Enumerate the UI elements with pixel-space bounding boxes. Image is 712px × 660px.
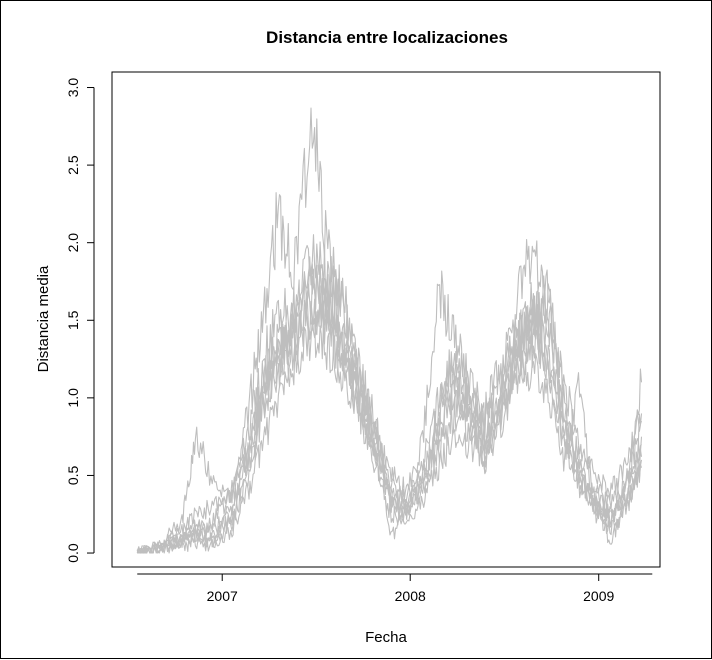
y-axis-title: Distancia media xyxy=(35,265,52,372)
x-tick-label: 2008 xyxy=(395,588,426,604)
series-line xyxy=(136,262,643,554)
x-tick-label: 2009 xyxy=(583,588,614,604)
series-line xyxy=(136,107,643,554)
y-tick-label: 0.5 xyxy=(65,466,81,486)
x-axis: 2007 2008 2009 xyxy=(137,573,653,604)
series-layer xyxy=(136,107,643,554)
y-tick-label: 3.0 xyxy=(65,78,81,98)
chart-title: Distancia entre localizaciones xyxy=(266,28,508,47)
x-axis-title: Fecha xyxy=(365,629,407,646)
y-axis: 0.0 0.5 1.0 1.5 2.0 2.5 3.0 xyxy=(65,78,95,563)
y-tick-label: 2.0 xyxy=(65,233,81,253)
y-tick-label: 1.0 xyxy=(65,388,81,408)
y-tick-label: 0.0 xyxy=(65,543,81,563)
y-tick-label: 2.5 xyxy=(65,155,81,175)
y-tick-label: 1.5 xyxy=(65,310,81,330)
plot-area xyxy=(111,71,661,568)
x-tick-label: 2007 xyxy=(207,588,238,604)
series-line xyxy=(136,256,643,554)
